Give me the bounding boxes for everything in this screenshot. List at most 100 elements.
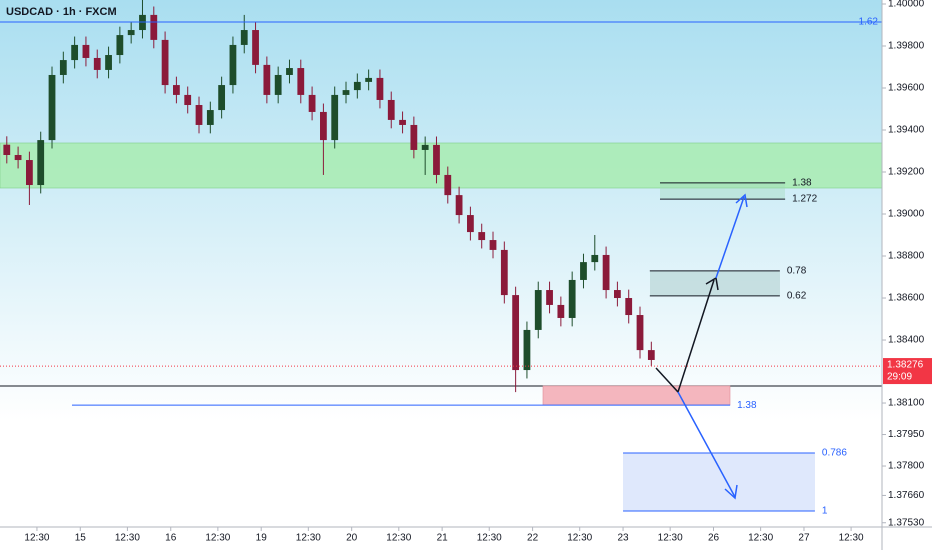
candle-body	[48, 74, 56, 141]
candle-body	[184, 94, 192, 106]
candle-body	[365, 77, 373, 82]
fib-label: 1.272	[792, 194, 817, 205]
x-tick-label: 27	[798, 533, 810, 544]
candle-body	[455, 195, 463, 216]
arrow-head	[724, 484, 738, 500]
x-tick-label: 19	[256, 533, 268, 544]
y-tick-label: 1.39200	[888, 167, 925, 178]
candle-body	[647, 350, 655, 360]
candle-body	[636, 315, 644, 351]
candle-body	[263, 64, 271, 95]
y-tick-label: 1.40000	[888, 0, 925, 10]
candle-body	[116, 35, 124, 56]
candle-body	[173, 85, 180, 95]
x-tick-label: 20	[346, 533, 358, 544]
chart-title: USDCAD · 1h · FXCM	[6, 6, 117, 18]
candle-body	[625, 298, 633, 316]
arrows	[655, 193, 748, 500]
x-tick-label: 12:30	[567, 533, 592, 544]
candle-body	[500, 249, 508, 296]
candle-body	[591, 254, 599, 263]
marks: 1.62 1.38 1.272 0.78 0.62 1.38 0.786 1	[0, 0, 882, 517]
candle-body	[297, 68, 305, 95]
candle-body	[3, 144, 11, 155]
axes: 1.40000 1.39800 1.39600 1.39400 1.39200 1.390…	[24, 0, 932, 544]
candle-body	[580, 262, 587, 280]
candle-body	[71, 44, 79, 61]
y-tick-label: 1.38800	[888, 251, 925, 262]
y-tick-label: 1.37660	[888, 490, 925, 501]
path-arrow	[715, 196, 745, 279]
y-tick-label: 1.39400	[888, 125, 925, 136]
price-axis	[882, 0, 932, 550]
candle-body	[93, 57, 101, 70]
retrace-box	[650, 271, 780, 296]
candle-body	[399, 119, 406, 125]
candle-body	[557, 304, 565, 318]
arrow-head	[735, 193, 748, 208]
y-tick-label: 1.38100	[888, 398, 925, 409]
candle-body	[252, 30, 259, 65]
candle-body	[489, 240, 497, 250]
candle-body	[150, 14, 158, 40]
candle-body	[568, 279, 576, 318]
candle-body	[602, 254, 610, 291]
x-tick-label: 12:30	[477, 533, 502, 544]
candle-body	[26, 160, 33, 186]
candle-body	[240, 30, 248, 45]
price-tag-label: 1.38276	[887, 360, 924, 371]
candle-body	[433, 144, 440, 175]
price-tag	[883, 358, 932, 385]
fib-label: 1.62	[859, 17, 879, 28]
candle-body	[534, 290, 542, 330]
candle-body	[478, 232, 486, 241]
candle-body	[614, 290, 621, 299]
candle-body	[229, 44, 237, 86]
time-axis	[0, 527, 882, 550]
candle-body	[410, 124, 418, 150]
x-tick-label: 23	[617, 533, 629, 544]
candle-body	[353, 81, 361, 91]
supply-zone	[542, 385, 731, 406]
x-tick-label: 12:30	[24, 533, 49, 544]
x-tick-label: 12:30	[115, 533, 140, 544]
candle-body	[342, 90, 350, 95]
fib-label: 1.38	[792, 178, 812, 189]
y-tick-label: 1.38400	[888, 335, 925, 346]
y-tick-label: 1.37530	[888, 517, 925, 528]
candle-body	[195, 105, 203, 125]
x-tick-label: 21	[437, 533, 449, 544]
candle-body	[105, 55, 112, 70]
candle-body	[37, 140, 45, 186]
candle-body	[421, 144, 429, 150]
extension-box	[623, 453, 815, 511]
candle-body	[376, 77, 384, 100]
demand-zone	[0, 142, 883, 189]
candle-body	[444, 174, 452, 196]
candle-body	[546, 290, 553, 305]
x-tick-label: 22	[527, 533, 539, 544]
fib-label: 0.78	[787, 266, 807, 277]
candle-body	[274, 74, 282, 95]
candle-body	[127, 30, 135, 36]
candle-body	[14, 154, 22, 161]
x-tick-label: 12:30	[296, 533, 321, 544]
y-tick-label: 1.39600	[888, 83, 925, 94]
candle-body	[161, 39, 169, 86]
candle-body	[82, 44, 90, 58]
x-tick-label: 16	[165, 533, 177, 544]
target-box	[660, 183, 785, 199]
y-tick-label: 1.37800	[888, 461, 925, 472]
x-tick-label: 12:30	[386, 533, 411, 544]
fib-label: 0.62	[787, 291, 807, 302]
candle-body	[206, 110, 214, 125]
candle-body	[320, 111, 327, 141]
y-tick-label: 1.39000	[888, 209, 925, 220]
y-tick-label: 1.37950	[888, 429, 925, 440]
fib-label: 0.786	[822, 448, 847, 459]
candle-body	[308, 94, 316, 112]
candle-body	[286, 68, 293, 75]
candle-body	[467, 215, 474, 233]
